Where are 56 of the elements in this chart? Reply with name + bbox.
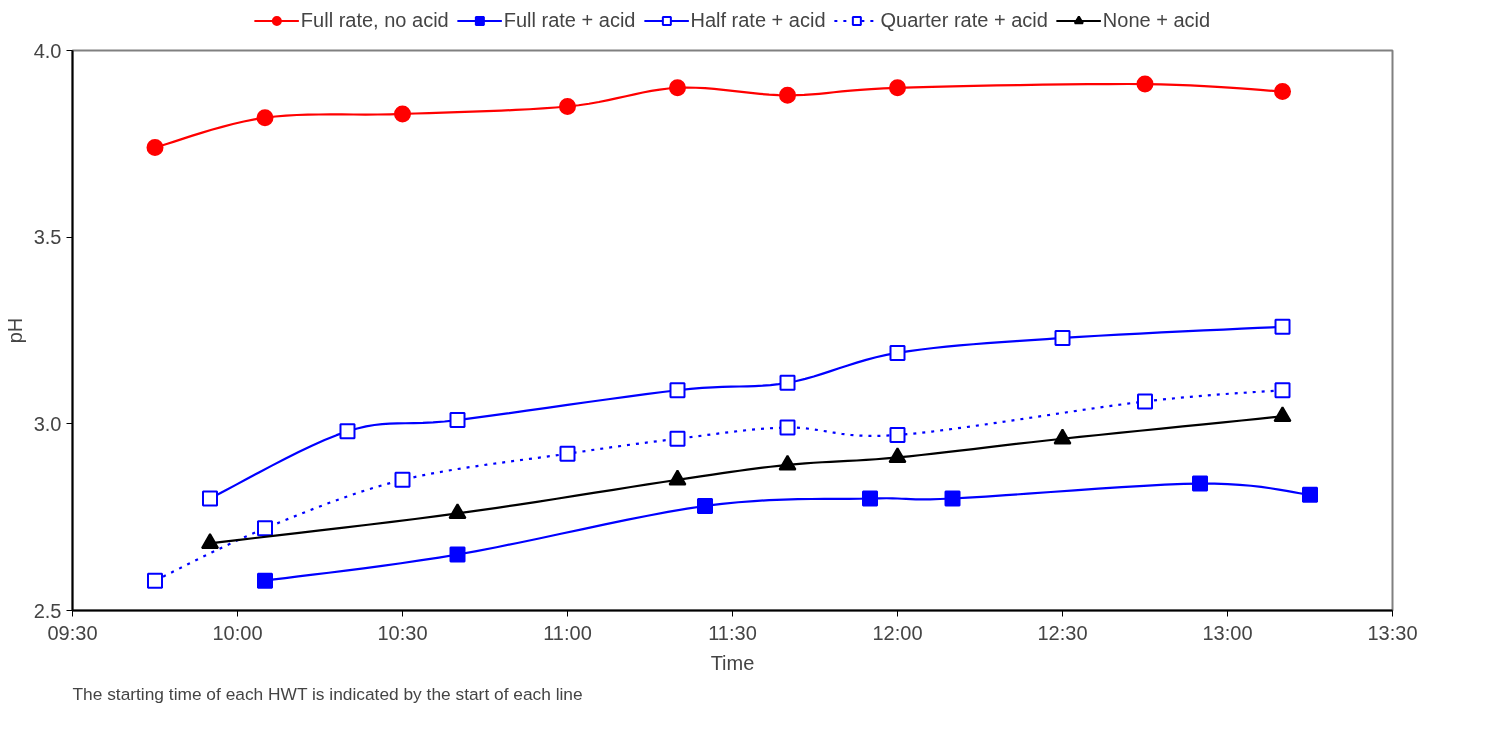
point [394,471,411,488]
point [559,98,576,115]
point [559,445,576,462]
point [1302,486,1318,503]
point [889,344,906,361]
point [888,447,907,464]
point [779,419,796,436]
point [668,79,686,97]
x-tick-label: 10:00 [212,621,263,644]
x-tick-label: 10:30 [377,621,428,644]
point [449,412,466,429]
point [889,79,906,97]
legend-label: Quarter rate + acid [880,8,1048,32]
x-tick-label: 12:00 [872,621,923,644]
y-axis-title: pH [3,317,26,344]
point [1274,83,1292,101]
point [202,490,219,507]
point [669,430,686,447]
point [449,546,466,563]
point [889,427,906,444]
point [1274,382,1291,399]
x-tick-label: 12:30 [1037,621,1088,644]
point [1274,318,1291,335]
point [448,503,467,520]
point [779,374,796,391]
legend-label: Full rate + acid [503,8,636,32]
x-tick-label: 09:30 [47,621,98,644]
text: The starting time of each HWT is indicated by the start of each line [72,683,583,704]
point [1136,75,1154,93]
y-tick-label: 3.5 [33,226,62,249]
point [697,497,714,514]
point [256,572,273,589]
y-tick-label: 4.0 [33,39,62,62]
point [1192,475,1209,492]
x-tick-label: 13:00 [1202,621,1253,644]
point [779,86,797,104]
point [147,572,163,589]
legend-label: Half rate + acid [690,8,826,32]
x-tick-label: 13:30 [1367,621,1418,644]
legend-label: None + acid [1102,8,1211,32]
x-axis-title: Time [710,651,755,674]
point [339,423,356,440]
point [1137,393,1153,410]
point [862,490,879,507]
point [669,382,686,399]
point [256,109,274,127]
point [256,520,273,537]
x-tick-label: 11:00 [543,621,592,644]
y-tick-label: 2.5 [33,599,62,622]
point [146,139,164,157]
y-tick-label: 3.0 [33,412,62,435]
x-tick-label: 11:30 [708,621,757,644]
point [944,490,961,507]
point [1054,329,1071,346]
point [394,105,411,123]
legend-label: Full rate, no acid [300,8,449,32]
